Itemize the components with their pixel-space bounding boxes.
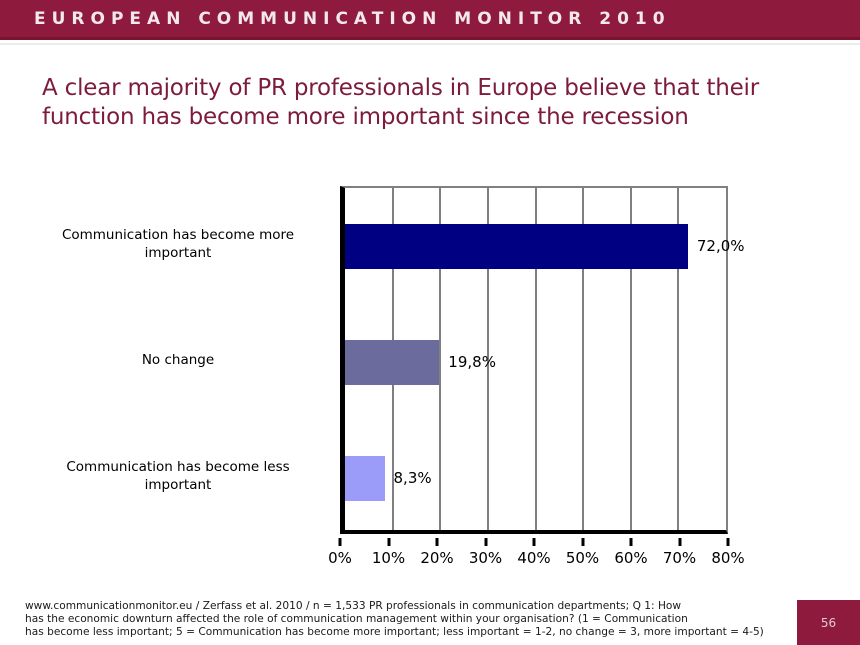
gridline — [677, 188, 680, 530]
category-label: No change — [141, 351, 215, 368]
x-tick-label: 60% — [614, 549, 648, 567]
x-tick-label: 10% — [371, 549, 406, 567]
gridline — [439, 188, 442, 530]
footnote: www.communicationmonitor.eu / Zerfass et… — [25, 600, 790, 640]
x-tick-mark — [532, 538, 536, 546]
x-tick-mark — [726, 538, 730, 546]
footnote-line: www.communicationmonitor.eu / Zerfass et… — [25, 600, 682, 612]
bar-row: 72,0% — [345, 188, 745, 304]
gridline — [629, 188, 632, 530]
category-label: Communication has become more important — [61, 226, 295, 261]
category-labels: Communication has become more important N… — [30, 186, 326, 534]
header-band: EUROPEAN COMMUNICATION MONITOR 2010 — [0, 0, 860, 40]
category-label: Communication has become less important — [66, 458, 290, 493]
x-tick-label: 0% — [328, 549, 352, 567]
bar-0 — [345, 223, 688, 269]
plot-area: 72,0% 19,8% 8,3% — [340, 186, 745, 536]
x-tick-label: 70% — [662, 549, 697, 567]
bar-value-label: 72,0% — [696, 237, 745, 255]
page-number-box: 56 — [797, 600, 860, 645]
x-tick-mark — [435, 538, 439, 546]
x-tick-mark — [629, 538, 633, 546]
x-tick-mark — [678, 538, 681, 546]
gridline — [486, 188, 489, 530]
x-tick-label: 50% — [565, 549, 600, 567]
x-tick-mark — [581, 538, 584, 546]
page-number: 56 — [820, 615, 837, 630]
x-tick-mark — [484, 538, 487, 546]
x-tick-mark — [338, 538, 342, 546]
footnote-line: has become less important; 5 = Communica… — [25, 626, 764, 639]
x-axis: 0% 10% 20% 30% 40% 50% 60% 70% 80% — [328, 538, 745, 572]
bar-value-label: 19,8% — [448, 353, 496, 371]
header-band-title: EUROPEAN COMMUNICATION MONITOR 2010 — [34, 8, 671, 29]
x-tick-label: 80% — [711, 549, 745, 567]
x-tick-label: 30% — [468, 549, 503, 567]
bar-1 — [345, 339, 440, 385]
header-divider — [0, 43, 860, 45]
x-tick-label: 40% — [517, 549, 551, 567]
slide-title: A clear majority of PR professionals in … — [42, 75, 759, 131]
footnote-line: has the economic downturn affected the r… — [25, 613, 688, 626]
x-tick-mark — [387, 538, 390, 546]
gridline — [582, 188, 585, 530]
bar-row: 19,8% — [345, 304, 726, 420]
bar-value-label: 8,3% — [393, 469, 432, 487]
bar-row: 8,3% — [345, 420, 726, 536]
x-tick-label: 20% — [420, 549, 454, 567]
bar-2 — [345, 455, 385, 501]
gridline — [534, 188, 537, 530]
